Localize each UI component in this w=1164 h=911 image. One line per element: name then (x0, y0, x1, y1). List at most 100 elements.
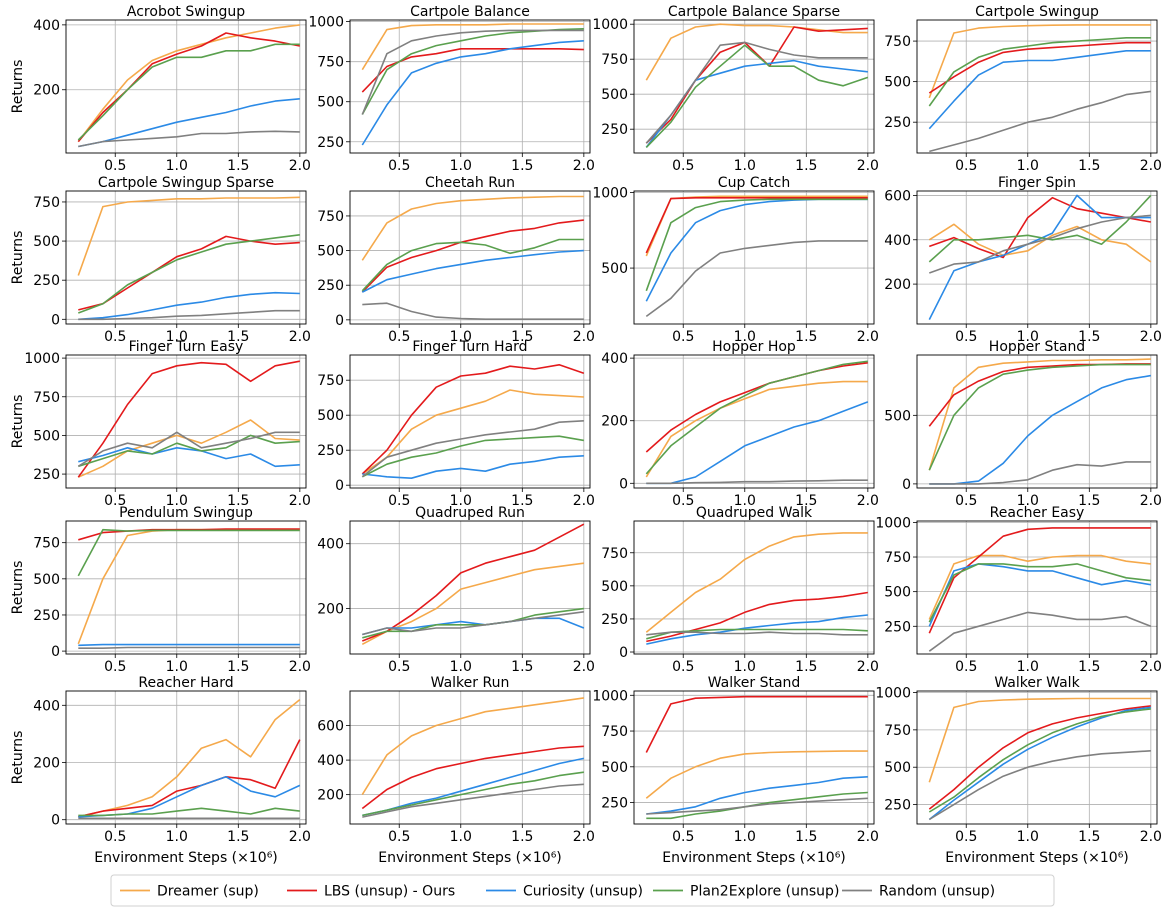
y-tick-label: 1000 (875, 685, 911, 701)
series-line-lbs (645, 695, 868, 753)
series-line-random (929, 90, 1151, 153)
x-tick-label: 2.0 (573, 493, 595, 509)
series-line-lbs (645, 26, 868, 144)
x-tick-label: 2.0 (289, 158, 311, 174)
y-tick-label: 500 (601, 261, 628, 277)
series-line-p2e (361, 435, 584, 478)
y-tick-label: 750 (884, 723, 911, 739)
subplot: 0.5 1.0 1.5 2.0 250 500 750 1000 Walker Stand Env… (592, 675, 879, 866)
subplot: 0.5 1.0 1.5 2.0 200 400 600 Finger Spin (884, 175, 1162, 345)
x-tick-label: 1.0 (450, 329, 472, 345)
series-line-p2e (78, 434, 300, 468)
series-line-lbs (77, 360, 300, 478)
axes-frame (349, 190, 591, 325)
x-tick-label: 0.5 (955, 659, 977, 675)
axes-frame (349, 520, 591, 655)
series-line-dreamer (361, 23, 584, 71)
subplot-title: Cartpole Balance (410, 4, 530, 20)
x-axis-label: Environment Steps (×10⁶) (662, 850, 846, 866)
subplot-title: Hopper Stand (989, 339, 1085, 355)
x-tick-label: 1.0 (1017, 829, 1039, 845)
y-axis-label: Returns (10, 561, 26, 615)
subplot-title: Finger Turn Easy (129, 339, 244, 355)
y-tick-label: 750 (601, 724, 628, 740)
y-tick-label: 250 (33, 608, 60, 624)
series-line-p2e (928, 563, 1151, 623)
y-tick-label: 500 (884, 585, 911, 601)
series-line-dreamer (361, 697, 584, 796)
axes-frame (633, 520, 875, 655)
y-tick-label: 750 (884, 550, 911, 566)
x-tick-label: 0.5 (672, 493, 694, 509)
legend-item-p2e: Plan2Explore (unsup) (653, 884, 839, 900)
x-tick-label: 0.5 (955, 158, 977, 174)
x-tick-label: 0.5 (955, 329, 977, 345)
x-tick-label: 1.0 (450, 493, 472, 509)
axes-frame (349, 19, 591, 154)
x-axis-label: Environment Steps (×10⁶) (94, 850, 278, 866)
y-tick-label: 250 (33, 273, 60, 289)
y-tick-label: 0 (335, 313, 344, 329)
subplot: 0.5 1.0 1.5 2.0 0 200 400 Hopper Hop (601, 339, 879, 509)
x-tick-label: 1.0 (450, 829, 472, 845)
series-line-random (77, 431, 300, 467)
series-line-random (929, 214, 1151, 274)
subplot-title: Cartpole Swingup Sparse (98, 175, 274, 191)
subplot: 0.5 1.0 1.5 2.0 250 500 750 1000 Cartpole Balanc… (308, 4, 595, 174)
series-line-dreamer (361, 389, 584, 475)
y-tick-label: 500 (33, 234, 60, 250)
axes-frame (65, 19, 307, 154)
axes-frame (916, 354, 1158, 489)
subplot: 0.5 1.0 1.5 2.0 0 250 500 750 Cheetah Run (317, 175, 595, 345)
x-tick-label: 1.5 (511, 158, 533, 174)
series-line-p2e (361, 238, 584, 292)
y-tick-label: 0 (335, 478, 344, 494)
series-line-dreamer (78, 698, 301, 818)
series-line-curiosity (78, 98, 300, 148)
series-line-p2e (77, 528, 300, 577)
series-line-curiosity (361, 249, 584, 293)
y-tick-label: 1000 (592, 186, 628, 202)
y-tick-label: 250 (601, 122, 628, 138)
x-axis-label: Environment Steps (×10⁶) (945, 850, 1129, 866)
axes-frame (633, 354, 875, 489)
series-line-random (361, 420, 584, 478)
x-tick-label: 2.0 (289, 329, 311, 345)
series-line-curiosity (362, 455, 584, 479)
axes-frame (633, 19, 875, 154)
series-line-lbs (362, 523, 585, 642)
axes-frame (349, 354, 591, 489)
x-tick-label: 2.0 (1140, 829, 1162, 845)
series-line-dreamer (645, 23, 868, 81)
y-tick-label: 1000 (308, 15, 344, 31)
series-line-lbs (928, 41, 1151, 94)
series-line-dreamer (77, 528, 300, 645)
x-tick-label: 1.0 (166, 659, 188, 675)
x-tick-label: 1.5 (227, 659, 249, 675)
x-tick-label: 1.5 (795, 493, 817, 509)
x-tick-label: 2.0 (857, 659, 879, 675)
series-line-curiosity (646, 614, 868, 645)
x-tick-label: 0.5 (388, 829, 410, 845)
y-tick-label: 200 (601, 414, 628, 430)
subplot-title: Quadruped Walk (696, 505, 813, 521)
x-tick-label: 0.5 (388, 329, 410, 345)
y-tick-label: 500 (601, 87, 628, 103)
series-line-random (646, 479, 868, 485)
x-tick-label: 1.0 (734, 493, 756, 509)
x-tick-label: 1.0 (1017, 493, 1039, 509)
series-line-random (78, 309, 300, 321)
x-tick-label: 1.5 (511, 659, 533, 675)
subplot-grid: 0.5 1.0 1.5 2.0 200 400 Acrobot Swingup Returns… (10, 4, 1162, 866)
legend-label: Random (unsup) (879, 884, 995, 900)
subplot-title: Quadruped Run (415, 505, 525, 521)
series-line-dreamer (361, 562, 584, 646)
subplot-title: Cartpole Balance Sparse (668, 4, 840, 20)
series-line-dreamer (928, 358, 1151, 471)
series-line-curiosity (362, 617, 585, 636)
subplot-title: Hopper Hop (712, 339, 796, 355)
axes-frame (65, 354, 307, 489)
x-tick-label: 1.5 (227, 829, 249, 845)
subplot-title: Finger Spin (998, 175, 1076, 191)
